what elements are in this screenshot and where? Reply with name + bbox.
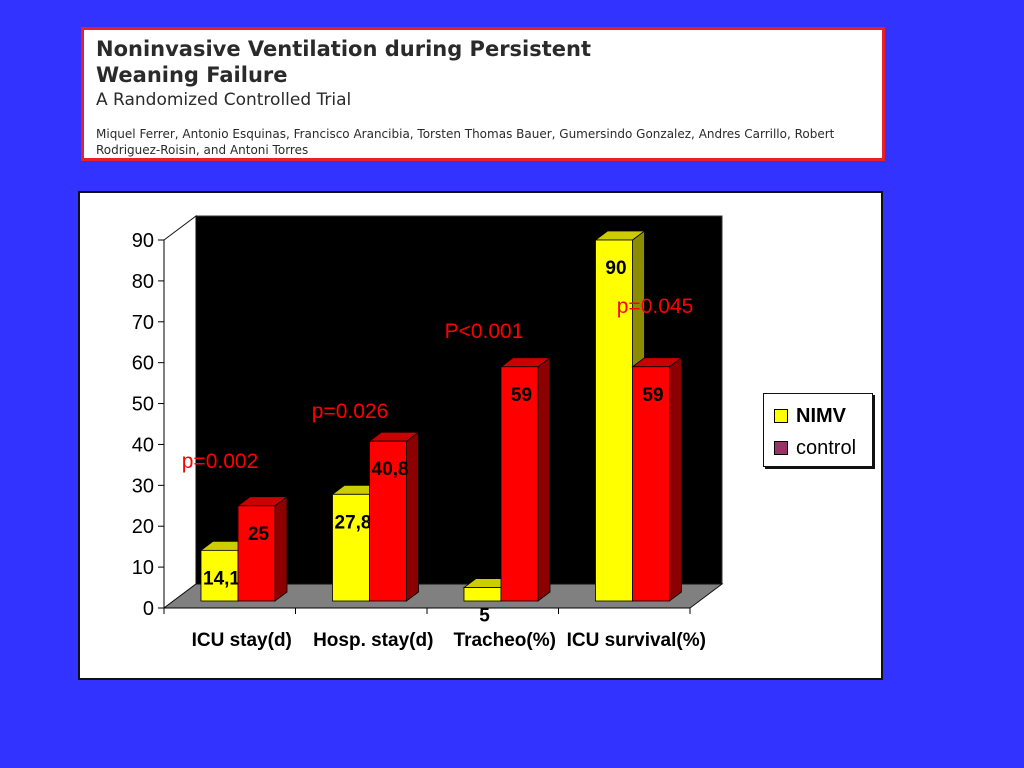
x-tick-label: ICU survival(%) [567,630,706,651]
plot-left-wall [163,215,197,609]
p-value-annotation: p=0.045 [617,295,694,318]
bar [632,366,670,602]
paper-header: Noninvasive Ventilation during Persisten… [81,27,885,161]
bar [200,549,239,602]
legend-item-control: control [774,436,856,460]
y-tick-label: 90 [132,230,154,252]
y-tick-label: 0 [143,598,154,620]
y-tick-label: 80 [132,271,154,293]
x-tick-label: Tracheo(%) [454,630,556,651]
legend-label-nimv: NIMV [796,404,846,427]
x-tick-label: Hosp. stay(d) [313,630,433,651]
bar-side [537,356,551,602]
x-tick-label: ICU stay(d) [192,630,292,651]
bar [500,366,539,602]
y-tick-label: 10 [132,557,154,579]
legend-label-control: control [796,436,857,459]
data-label: 27,8 [335,512,372,533]
legend-swatch-nimv [774,409,788,423]
y-tick-label: 60 [132,353,154,375]
data-label: 90 [605,258,626,279]
p-value-annotation: p=0.026 [312,400,389,423]
data-label: 14,1 [203,568,240,589]
bar [237,505,276,602]
data-label: 25 [248,524,270,545]
data-label: 59 [511,385,532,406]
p-value-annotation: p=0.002 [182,450,259,473]
chart-panel: 0 10 20 30 40 50 60 70 80 90 ICU stay(d) Hosp. stay… [78,191,883,680]
bar [332,493,370,602]
bar-side [274,495,288,602]
bar [595,239,633,602]
paper-subtitle: A Randomized Controlled Trial [96,90,352,110]
bar [369,440,407,602]
data-label: 5 [479,606,490,627]
bar [463,587,502,602]
y-tick-label: 70 [132,312,154,334]
p-value-annotation: P<0.001 [445,320,524,343]
y-tick-label: 30 [132,475,154,497]
legend-item-nimv: NIMV [774,404,846,428]
legend-swatch-control [774,441,788,455]
y-tick-label: 20 [132,516,154,538]
bar-chart: 0 10 20 30 40 50 60 70 80 90 ICU stay(d) Hosp. stay… [132,215,724,651]
paper-authors: Miquel Ferrer, Antonio Esquinas, Francis… [96,127,835,157]
paper-title: Noninvasive Ventilation during Persisten… [96,37,592,87]
data-label: 59 [642,385,663,406]
bar-side [669,356,682,602]
data-label: 40,8 [372,459,409,480]
bar-side [406,431,419,602]
y-tick-label: 50 [132,394,154,416]
chart-legend: NIMV control [763,393,873,467]
y-tick-label: 40 [132,434,154,456]
